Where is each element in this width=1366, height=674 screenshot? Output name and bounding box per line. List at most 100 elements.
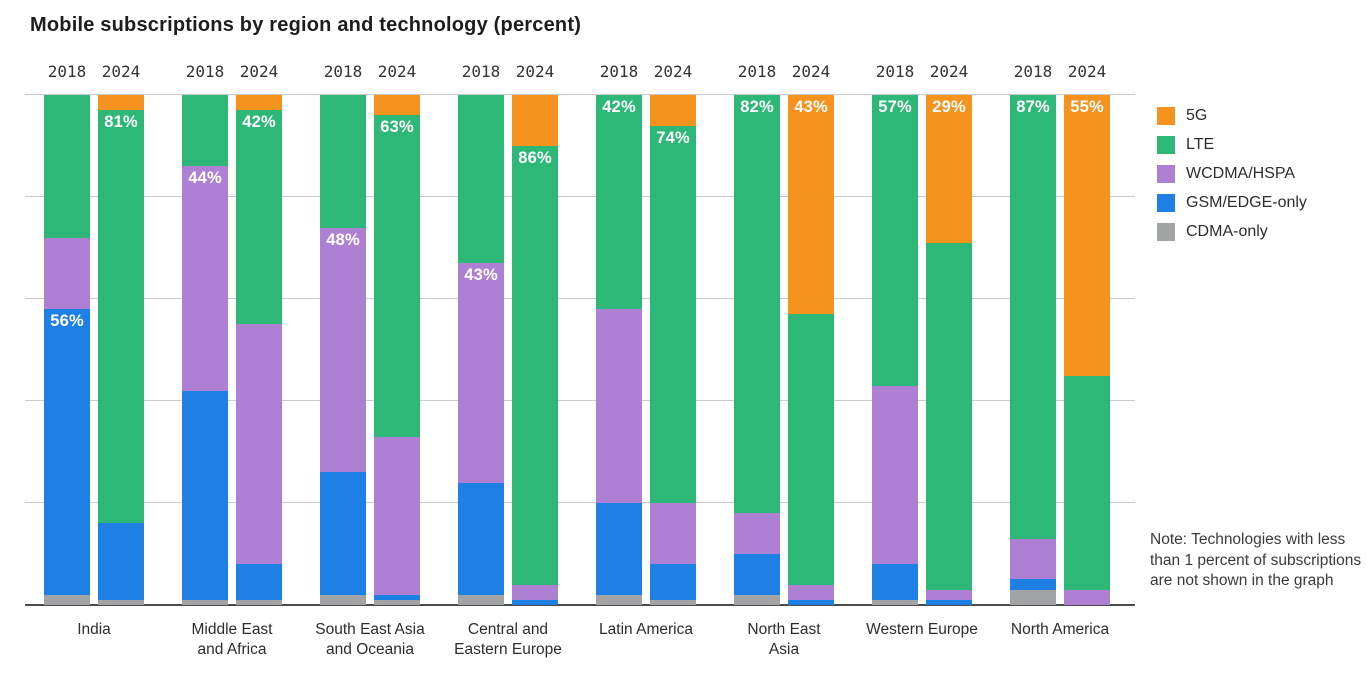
bar-segment xyxy=(1064,589,1110,605)
bar-segment xyxy=(374,594,420,600)
bar-value-label: 43% xyxy=(794,98,828,116)
year-label: 2018 xyxy=(875,62,915,81)
year-label: 2018 xyxy=(599,62,639,81)
bar-segment: 42% xyxy=(236,110,282,325)
bar-segment xyxy=(650,599,696,605)
region-label-line: Eastern Europe xyxy=(454,641,562,658)
year-label: 2024 xyxy=(515,62,555,81)
bar-segment xyxy=(44,594,90,605)
plot-area: 2018 56% 2024 81% India 2018 44% 2024 42% Middle … xyxy=(25,62,1135,658)
bar-segment: 87% xyxy=(1010,95,1056,539)
legend-item-lte: LTE xyxy=(1157,136,1307,154)
bar-segment xyxy=(596,594,642,605)
bar-segment xyxy=(182,599,228,605)
bar-value-label: 86% xyxy=(518,149,552,167)
region-label-line: Middle East xyxy=(191,621,273,638)
region-label: Central and Eastern Europe xyxy=(454,620,562,660)
gridline-100 xyxy=(25,94,1135,95)
legend-label: 5G xyxy=(1186,107,1208,124)
year-label: 2024 xyxy=(791,62,831,81)
bar-south-east-asia-and-oceania-2018: 48% xyxy=(320,95,366,605)
year-label: 2018 xyxy=(323,62,363,81)
region-label-line: North America xyxy=(1010,621,1110,638)
bar-segment xyxy=(182,95,228,167)
bar-segment: 74% xyxy=(650,125,696,503)
legend-swatch xyxy=(1157,165,1175,183)
bar-value-label: 87% xyxy=(1016,98,1050,116)
bar-segment xyxy=(872,385,918,565)
bar-western-europe-2024: 29% xyxy=(926,95,972,605)
bar-segment xyxy=(236,599,282,605)
region-label-line: Asia xyxy=(768,641,800,658)
bar-segment xyxy=(650,502,696,565)
gridline-60 xyxy=(25,298,1135,299)
bar-segment xyxy=(1010,579,1056,590)
bar-segment: 42% xyxy=(596,95,642,310)
legend-label: LTE xyxy=(1186,136,1215,153)
region-label-line: India xyxy=(77,621,111,638)
legend-label: GSM/EDGE-only xyxy=(1186,194,1307,211)
region-label: India xyxy=(77,620,111,640)
region-label: Middle East and Africa xyxy=(192,620,273,660)
bar-segment xyxy=(596,502,642,595)
bar-middle-east-and-africa-2024: 42% xyxy=(236,95,282,605)
year-label: 2024 xyxy=(1067,62,1107,81)
page-title: Mobile subscriptions by region and techn… xyxy=(30,14,582,36)
bar-segment: 82% xyxy=(734,95,780,514)
bar-value-label: 42% xyxy=(242,113,276,132)
bar-segment xyxy=(512,95,558,146)
x-axis-line xyxy=(25,604,1135,606)
region-label: South East Asia and Oceania xyxy=(315,620,424,660)
bar-segment xyxy=(926,589,972,600)
region-label: Latin America xyxy=(599,620,693,640)
bar-segment xyxy=(236,564,282,600)
bar-segment xyxy=(734,513,780,554)
year-label: 2018 xyxy=(47,62,87,81)
bar-segment: 86% xyxy=(512,146,558,585)
bar-value-label: 57% xyxy=(878,98,912,116)
bar-segment xyxy=(374,95,420,116)
bar-segment xyxy=(872,599,918,605)
gridline-40 xyxy=(25,400,1135,401)
bar-segment: 57% xyxy=(872,95,918,386)
bar-segment xyxy=(320,472,366,595)
year-label: 2018 xyxy=(1013,62,1053,81)
bar-india-2018: 56% xyxy=(44,95,90,605)
bar-segment xyxy=(236,324,282,565)
bar-segment: 48% xyxy=(320,227,366,473)
year-label: 2018 xyxy=(737,62,777,81)
bar-segment: 81% xyxy=(98,110,144,524)
bar-segment xyxy=(320,95,366,228)
bar-value-label: 55% xyxy=(1070,98,1104,116)
bar-segment: 44% xyxy=(182,166,228,391)
bar-value-label: 43% xyxy=(464,266,498,285)
bar-segment xyxy=(44,95,90,238)
legend-swatch xyxy=(1157,223,1175,241)
bar-segment xyxy=(98,523,144,600)
bar-segment xyxy=(458,95,504,264)
bar-north-east-asia-2018: 82% xyxy=(734,95,780,605)
legend-item-5g: 5G xyxy=(1157,107,1307,125)
region-label-line: and Oceania xyxy=(326,641,414,658)
legend-swatch xyxy=(1157,136,1175,154)
year-label: 2018 xyxy=(185,62,225,81)
bar-segment xyxy=(512,599,558,605)
legend-item-wcdma-hspa: WCDMA/HSPA xyxy=(1157,165,1307,183)
bar-segment xyxy=(512,584,558,600)
region-label-line: South East Asia xyxy=(315,621,425,638)
bar-value-label: 56% xyxy=(50,312,84,331)
bar-segment xyxy=(182,390,228,600)
year-label: 2018 xyxy=(461,62,501,81)
bar-segment xyxy=(458,594,504,605)
gridline-20 xyxy=(25,502,1135,503)
legend-swatch xyxy=(1157,194,1175,212)
bar-central-and-eastern-europe-2024: 86% xyxy=(512,95,558,605)
bar-value-label: 44% xyxy=(188,169,222,188)
bar-segment xyxy=(596,309,642,503)
year-label: 2024 xyxy=(653,62,693,81)
region-label-line: and Africa xyxy=(197,641,267,658)
bar-segment: 29% xyxy=(926,95,972,243)
legend-item-gsm-edge-only: GSM/EDGE-only xyxy=(1157,194,1307,212)
year-label: 2024 xyxy=(929,62,969,81)
bar-segment xyxy=(320,594,366,605)
